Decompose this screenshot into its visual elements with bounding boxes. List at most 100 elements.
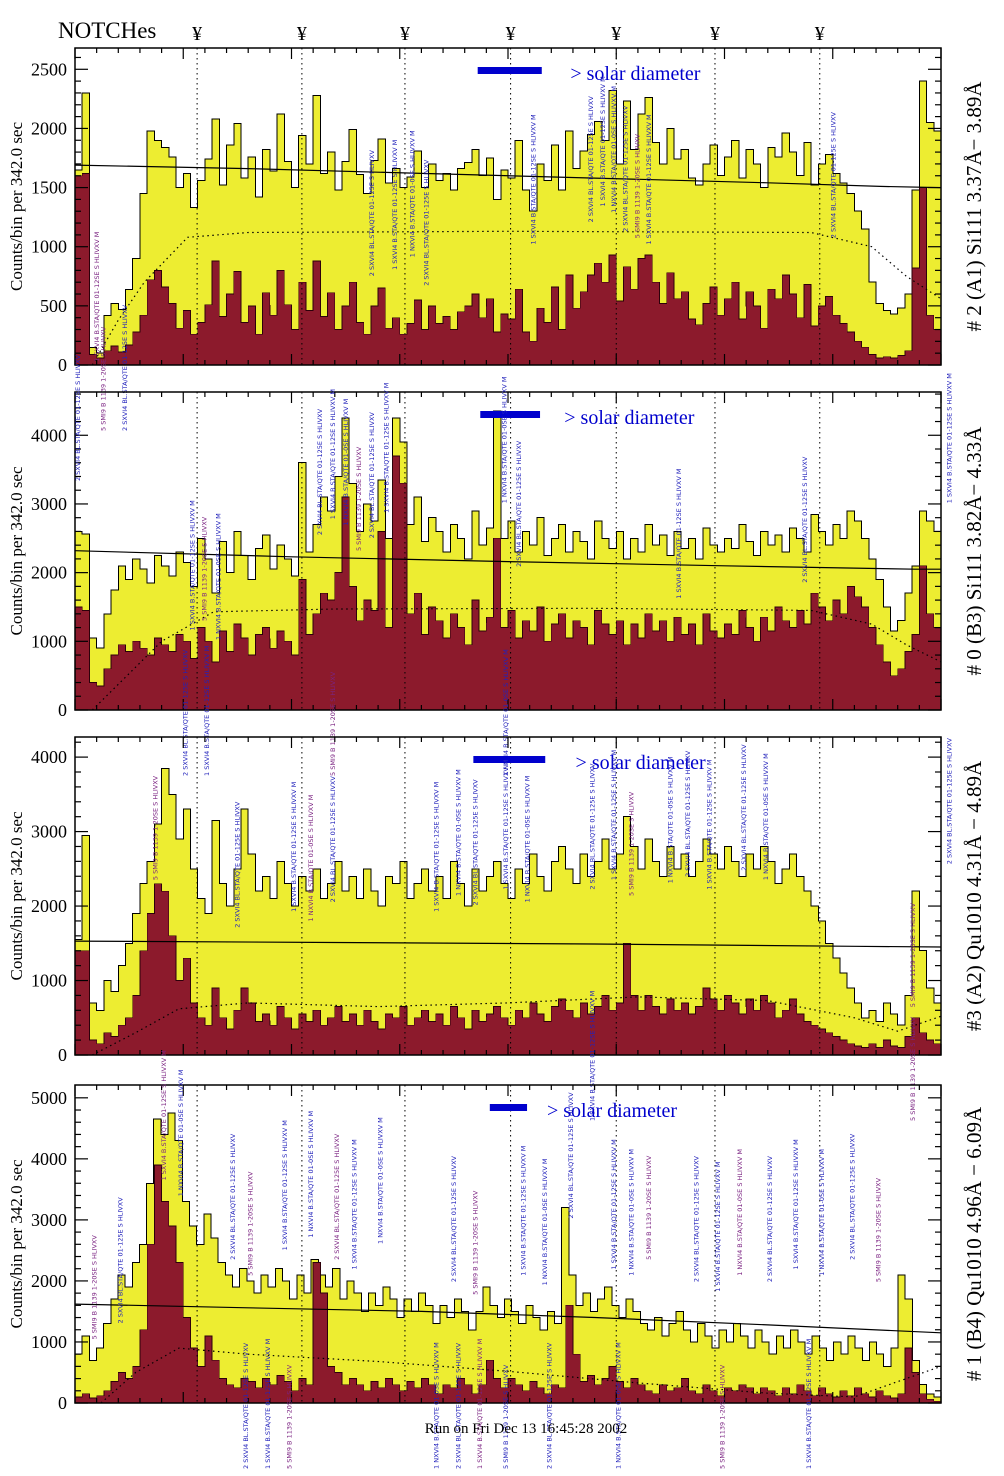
notch-symbol: ¥ <box>400 23 410 45</box>
y-tick-label: 3000 <box>31 1210 67 1230</box>
event-annotation: 1 NXVI4 B.STA/QTE 01-0SE S HLIVXV M <box>307 795 315 922</box>
y-tick-label: 0 <box>58 1393 67 1413</box>
event-annotation: 2 SXVI4 BL.STA/QTE 01-125E S HLIVXV <box>472 779 480 906</box>
solar-diameter-label: > solar diameter <box>547 1100 677 1122</box>
event-annotation: 1 SXVI4 B.STA/QTE 01-12SE S HLIVXV M <box>93 232 101 362</box>
event-annotation: 1 SXVI4 B.STA/QTE 01-12SE S HLIVXV M <box>329 389 337 519</box>
solar-diameter-bar <box>489 1104 528 1111</box>
event-annotation: 2 SXVI4 BL.STA/QTE 01-125E S HLIVXV <box>74 354 82 481</box>
event-annotation: 5 SMI9 B 1139 1-20SE S HLIVXV <box>634 133 642 238</box>
event-annotation: 1 SXVI4 B.STA/QTE 01-12SE S HLIVXV M <box>264 1339 272 1469</box>
event-annotation: 5 SMI9 B 1139 1-20SE S HLIVXV <box>247 1171 255 1276</box>
event-annotation: 1 NXVI4 B.STA/QTE 01-0SE S HLIVXV M <box>500 377 508 504</box>
y-tick-label: 4000 <box>31 1149 67 1169</box>
panel-right-label: #3 (A2) Qu1010 4.31Å − 4.89Å <box>962 760 986 1031</box>
background-dotted-line <box>100 1347 942 1404</box>
y-tick-label: 2000 <box>31 563 67 583</box>
event-annotation: 1 SXVI4 B.STA/QTE 01-12SE S HLIVXV M <box>610 1139 618 1269</box>
event-annotation: 2 SXVI4 BL.STA/QTE 01-125E S HLIVXV <box>766 1155 774 1282</box>
solar-diameter-bar <box>480 411 541 418</box>
background-dotted-line <box>92 996 942 1056</box>
event-annotation: 2 SXVI4 BL.STA/QTE 01-125E S HLIVXV <box>587 96 595 223</box>
event-annotation: 1 SXVI4 B.STA/QTE 01-12SE S HLIVXV M <box>945 373 953 503</box>
event-annotation: 5 SMI9 B 1139 1-20SE S HLIVXV <box>151 775 159 880</box>
event-annotation: 1 SXVI4 B.STA/QTE 01-12SE S HLIVXV M <box>160 1050 168 1180</box>
y-tick-label: 3000 <box>31 822 67 842</box>
solar-diameter-label: > solar diameter <box>576 752 706 774</box>
event-annotation: 2 SXVI4 BL.STA/QTE 01-125E S HLIVXV <box>693 1155 701 1282</box>
event-annotation: 5 SMI9 B 1139 1-20SE S HLIVXV <box>645 1155 653 1260</box>
event-annotation: 5 SMI9 B 1139 1-20SE S HLIVXV <box>201 516 209 621</box>
event-annotation: 2 SXVI4 BL.STA/QTE 01-125E S HLIVXV <box>622 105 630 232</box>
y-tick-label: 4000 <box>31 425 67 445</box>
event-annotation: 1 SXVI4 B.STA/QTE 01-12SE S HLIVXV M <box>476 1339 484 1469</box>
event-annotation: 2 SXVI4 BL.STA/QTE 01-125E S HLIVXV <box>454 1342 462 1469</box>
event-annotation: 2 SXVI4 BL.STA/QTE 01-125E S HLIVXV <box>422 159 430 286</box>
event-annotation: 5 SMI9 B 1139 1-20SE S HLIVXV <box>472 1190 480 1295</box>
event-annotation: 2 SXVI4 BL.STA/QTE 01-125E S HLIVXV <box>234 801 242 928</box>
y-tick-label: 4000 <box>31 747 67 767</box>
notch-symbol: ¥ <box>506 23 516 45</box>
event-annotation: 1 NXVI4 B.STA/QTE 01-0SE S HLIVXV M <box>736 1149 744 1276</box>
solar-diameter-label: > solar diameter <box>570 63 700 85</box>
y-tick-label: 500 <box>40 296 67 316</box>
event-annotation: 5 SMI9 B 1139 1-20SE S HLIVXV <box>329 671 337 776</box>
y-tick-label: 2000 <box>31 118 67 138</box>
background-dotted-line <box>91 230 942 366</box>
solar-diameter-bar <box>477 67 542 74</box>
event-annotation: 1 SXVI4 B.STA/QTE 01-12SE S HLIVXV M <box>350 1139 358 1269</box>
y-tick-label: 5000 <box>31 1088 67 1108</box>
event-annotation: 1 SXVI4 B.STA/QTE 01-12SE S HLIVXV M <box>382 383 390 513</box>
event-annotation: 1 NXVI4 B.STA/QTE 01-0SE S HLIVXV M <box>177 1070 185 1197</box>
y-tick-label: 3000 <box>31 494 67 514</box>
event-annotation: 2 SXVI4 BL.STA/QTE 01-125E S HLIVXV <box>567 1092 575 1219</box>
event-annotation: 2 SXVI4 BL.STA/QTE 01-125E S HLIVXV <box>333 1133 341 1260</box>
event-annotation: 1 NXVI4 B.STA/QTE 01-0SE S HLIVXV M <box>454 769 462 896</box>
solar-diameter-label: > solar diameter <box>564 407 694 429</box>
event-annotation: 2 SXVI4 BL.STA/QTE 01-125E S HLIVXV <box>242 1342 250 1469</box>
event-annotation: 5 SMI9 B 1139 1-20SE S HLIVXV <box>91 1235 99 1340</box>
event-annotation: 2 SXVI4 BL.STA/QTE 01-125E S HLIVXV <box>545 1342 553 1469</box>
y-tick-label: 1000 <box>31 631 67 651</box>
event-annotation: 1 NXVI4 B.STA/QTE 01-0SE S HLIVXV M <box>524 776 532 903</box>
event-annotation: 1 SXVI4 B.STA/QTE 01-12SE S HLIVXV M <box>203 646 211 776</box>
histogram-core-counts <box>74 173 942 366</box>
y-tick-label: 2000 <box>31 1271 67 1291</box>
reference-solid-line <box>74 1303 942 1334</box>
event-annotation: 5 SMI9 B 1139 1-20SE S HLIVXV <box>286 1364 294 1469</box>
histogram-total-counts <box>74 1112 942 1404</box>
event-annotation: 2 SXVI4 BL.STA/QTE 01-125E S HLIVXV <box>945 738 953 865</box>
event-annotation: 1 NXVI4 B.STA/QTE 01-0SE S HLIVXV M <box>376 1117 384 1244</box>
y-axis-label: Counts/bin per 342.0 sec <box>7 1159 26 1328</box>
event-annotation: 5 SMI9 B 1139 1-20SE S HLIVXV <box>874 1177 882 1282</box>
event-annotation: 1 SXVI4 B.STA/QTE 01-12SE S HLIVXV M <box>391 140 399 270</box>
notches-label: NOTCHes <box>58 18 157 43</box>
panel-right-label: # 0 (B3) Si111 3.82Å− 4.33Å <box>962 426 986 676</box>
histogram-core-counts <box>74 1164 942 1404</box>
event-annotation: 1 SXVI4 B.STA/QTE 01-12SE S HLIVXV M <box>805 1339 813 1469</box>
event-annotation: 2 SXVI4 BL.STA/QTE 01-125E S HLIVXV <box>117 1197 125 1324</box>
histogram-total-counts <box>74 80 942 366</box>
event-annotation: 1 SXVI4 B.STA/QTE 01-12SE S HLIVXV M <box>610 750 618 880</box>
event-annotation: 2 SXVI4 BL.STA/QTE 01-125E S HLIVXV <box>740 744 748 871</box>
event-annotation: 1 NXVI4 B.STA/QTE 01-0SE S HLIVXV M <box>433 1342 441 1469</box>
event-annotation: 2 SXVI4 BL.STA/QTE 01-125E S HLIVXV <box>684 750 692 877</box>
y-tick-label: 1000 <box>31 237 67 257</box>
event-annotation: 1 SXVI4 B.STA/QTE 01-12SE S HLIVXV M <box>599 76 607 206</box>
event-annotation: 1 SXVI4 B.STA/QTE 01-12SE S HLIVXV M <box>706 759 714 889</box>
notch-symbol: ¥ <box>297 23 307 45</box>
event-annotation: 5 SMI9 B 1139 1-20SE S HLIVXV <box>355 446 363 551</box>
event-annotation: 1 SXVI4 B.STA/QTE 01-12SE S HLIVXV M <box>714 1162 722 1292</box>
event-annotation: 5 SMI9 B 1139 1-20SE S HLIVXV <box>502 1364 510 1469</box>
event-annotation: 1 SXVI4 B.STA/QTE 01-12SE S HLIVXV M <box>281 1120 289 1250</box>
reference-solid-line <box>74 164 942 189</box>
event-annotation: 1 SXVI4 B.STA/QTE 01-12SE S HLIVXV M <box>519 1146 527 1276</box>
event-annotation: 2 SXVI4 BL.STA/QTE 01-125E S HLIVXV <box>801 456 809 583</box>
event-annotation: 5 SMI9 B 1139 1-20SE S HLIVXV <box>909 903 917 1008</box>
event-annotation: 1 NXVI4 B.STA/QTE 01-0SE S HLIVXV M <box>615 1342 623 1469</box>
event-annotation: 1 SXVI4 B.STA/QTE 01-12SE S HLIVXV M <box>290 782 298 912</box>
event-annotation: 1 NXVI4 B.STA/QTE 01-0SE S HLIVXV M <box>342 399 350 526</box>
y-axis-label: Counts/bin per 342.0 sec <box>7 811 26 980</box>
